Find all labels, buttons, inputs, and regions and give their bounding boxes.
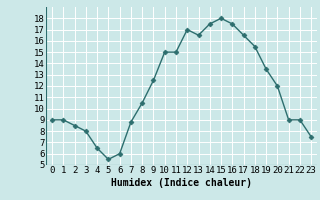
- X-axis label: Humidex (Indice chaleur): Humidex (Indice chaleur): [111, 178, 252, 188]
